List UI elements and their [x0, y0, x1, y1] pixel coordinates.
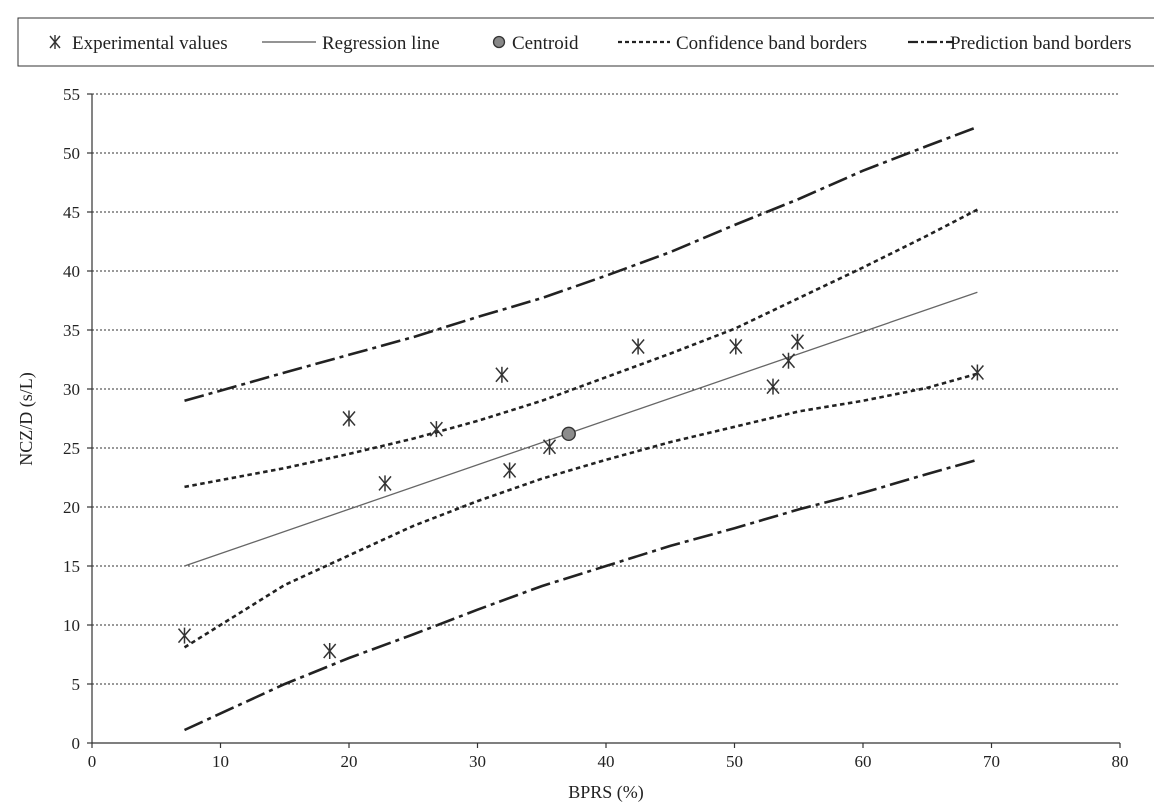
x-tick-label: 30	[469, 752, 486, 771]
axes: 0 5 10 15 20 25 30 35 40 45 50 55 0 10 20 30 40 50 60 70 80	[63, 85, 1129, 771]
regression-line	[184, 291, 978, 567]
experimental-point	[970, 364, 984, 381]
legend-label-experimental-values: Experimental values	[72, 33, 228, 54]
experimental-point	[729, 338, 743, 355]
y-tick-label: 30	[63, 380, 80, 399]
legend-item-experimental-values: Experimental values	[49, 33, 228, 54]
prediction-band-upper	[184, 125, 978, 403]
y-tick-label: 50	[63, 144, 80, 163]
experimental-point	[177, 627, 192, 644]
experimental-point	[342, 410, 356, 427]
y-tick-label: 5	[72, 675, 81, 694]
x-tick-label: 60	[855, 752, 872, 771]
legend-item-prediction-band: Prediction band borders	[908, 33, 1132, 54]
confidence-band-lower	[183, 372, 978, 649]
experimental-point	[781, 352, 796, 369]
experimental-point	[323, 643, 337, 659]
plot-area	[177, 125, 984, 732]
legend-label-centroid: Centroid	[512, 33, 579, 54]
legend-item-regression-line: Regression line	[262, 33, 440, 54]
y-tick-label: 15	[63, 557, 80, 576]
legend-item-centroid: Centroid	[492, 33, 579, 54]
legend-label-confidence-band: Confidence band borders	[676, 33, 867, 54]
y-tick-label: 35	[63, 321, 80, 340]
experimental-point	[790, 333, 805, 350]
prediction-band-lower	[183, 458, 978, 732]
legend-label-prediction-band: Prediction band borders	[950, 33, 1132, 54]
y-tick-label: 40	[63, 262, 80, 281]
y-axis-title: NCZ/D (s/L)	[16, 372, 37, 466]
y-tick-label: 0	[72, 734, 81, 753]
x-tick-label: 40	[598, 752, 615, 771]
asterisk-marker-icon	[49, 35, 61, 49]
x-tick-label: 70	[983, 752, 1000, 771]
gridlines	[92, 93, 1120, 685]
y-tick-label: 20	[63, 498, 80, 517]
legend: Experimental values Regression line Cent…	[17, 17, 1154, 67]
x-tick-label: 20	[341, 752, 358, 771]
y-tick-label: 45	[63, 203, 80, 222]
legend-item-confidence-band: Confidence band borders	[618, 33, 867, 54]
x-tick-label: 0	[88, 752, 97, 771]
legend-box	[17, 17, 1154, 67]
x-tick-label: 50	[726, 752, 743, 771]
x-tick-label: 10	[212, 752, 229, 771]
confidence-band-upper	[184, 208, 978, 489]
experimental-point	[542, 438, 557, 455]
experimental-point	[495, 366, 509, 383]
experimental-point	[766, 378, 780, 395]
y-tick-label: 55	[63, 85, 80, 104]
legend-label-regression-line: Regression line	[322, 33, 440, 54]
centroid-point	[561, 426, 576, 442]
experimental-point	[429, 421, 443, 438]
circle-marker-icon	[492, 35, 506, 49]
y-tick-label: 10	[63, 616, 80, 635]
experimental-point	[503, 462, 517, 479]
x-axis-title: BPRS (%)	[568, 782, 644, 803]
experimental-point	[631, 338, 645, 355]
experimental-point	[378, 475, 392, 492]
y-tick-label: 25	[63, 439, 80, 458]
x-tick-label: 80	[1112, 752, 1129, 771]
